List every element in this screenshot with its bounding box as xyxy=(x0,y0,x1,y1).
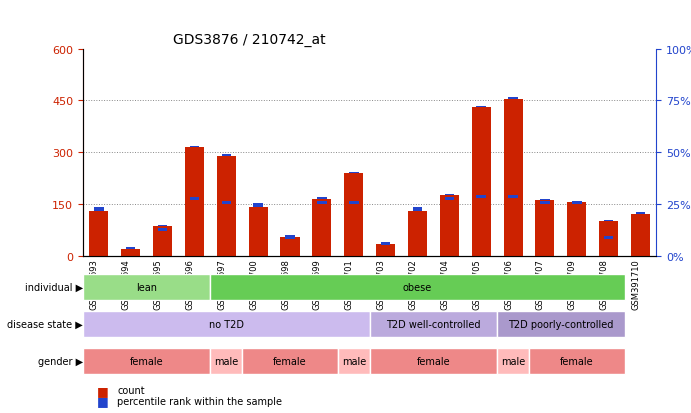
Bar xyxy=(636,212,645,215)
Bar xyxy=(439,196,459,256)
Bar xyxy=(317,202,327,204)
Bar xyxy=(504,100,522,256)
Text: female: female xyxy=(130,356,164,366)
Text: no T2D: no T2D xyxy=(209,319,244,329)
Bar xyxy=(254,206,263,208)
FancyBboxPatch shape xyxy=(243,349,338,374)
Bar xyxy=(317,198,327,199)
Text: female: female xyxy=(273,356,307,366)
Bar xyxy=(126,248,135,249)
Bar xyxy=(285,237,295,240)
Bar xyxy=(153,227,172,256)
Bar xyxy=(222,202,231,204)
Bar xyxy=(572,202,582,204)
Bar xyxy=(376,244,395,256)
Bar xyxy=(509,98,518,100)
Text: lean: lean xyxy=(136,282,157,292)
Bar xyxy=(604,237,614,240)
FancyBboxPatch shape xyxy=(529,349,625,374)
Bar xyxy=(381,243,390,244)
FancyBboxPatch shape xyxy=(83,274,210,300)
FancyBboxPatch shape xyxy=(370,349,497,374)
Text: T2D well-controlled: T2D well-controlled xyxy=(386,319,481,329)
Text: male: male xyxy=(341,356,366,366)
Text: obese: obese xyxy=(403,282,432,292)
Bar xyxy=(444,195,454,196)
Text: disease state ▶: disease state ▶ xyxy=(7,319,83,329)
Bar xyxy=(94,210,104,211)
FancyBboxPatch shape xyxy=(210,349,243,374)
FancyBboxPatch shape xyxy=(210,274,625,300)
Bar xyxy=(185,148,204,256)
Bar xyxy=(222,155,231,156)
Bar xyxy=(536,201,554,256)
Bar xyxy=(349,202,359,204)
Bar xyxy=(472,108,491,256)
Bar xyxy=(413,210,422,211)
Bar xyxy=(121,249,140,256)
Bar xyxy=(254,204,263,206)
FancyBboxPatch shape xyxy=(497,311,625,337)
Bar xyxy=(572,201,582,203)
Bar xyxy=(281,237,300,256)
Bar xyxy=(158,228,167,231)
Text: percentile rank within the sample: percentile rank within the sample xyxy=(117,396,283,406)
Bar xyxy=(94,208,104,211)
Bar xyxy=(476,107,486,108)
Text: GDS3876 / 210742_at: GDS3876 / 210742_at xyxy=(173,33,325,47)
Bar xyxy=(189,146,199,148)
Bar xyxy=(509,195,518,198)
Text: ■: ■ xyxy=(97,384,108,397)
Bar xyxy=(599,222,618,256)
Bar xyxy=(444,197,454,200)
Bar xyxy=(89,211,108,256)
Text: T2D poorly-controlled: T2D poorly-controlled xyxy=(508,319,614,329)
Text: gender ▶: gender ▶ xyxy=(38,356,83,366)
FancyBboxPatch shape xyxy=(338,349,370,374)
Text: male: male xyxy=(214,356,238,366)
Bar xyxy=(631,215,650,256)
Bar xyxy=(344,173,363,256)
Bar xyxy=(249,208,267,256)
Bar xyxy=(312,199,332,256)
FancyBboxPatch shape xyxy=(497,349,529,374)
Text: male: male xyxy=(501,356,525,366)
Text: ■: ■ xyxy=(97,394,108,407)
Bar xyxy=(476,195,486,198)
FancyBboxPatch shape xyxy=(370,311,497,337)
Bar xyxy=(285,236,295,237)
Text: female: female xyxy=(560,356,594,366)
Bar xyxy=(189,197,199,200)
Text: individual ▶: individual ▶ xyxy=(25,282,83,292)
Bar xyxy=(540,202,550,204)
FancyBboxPatch shape xyxy=(83,349,210,374)
Text: count: count xyxy=(117,385,145,395)
Bar xyxy=(413,208,422,211)
FancyBboxPatch shape xyxy=(83,311,370,337)
Bar xyxy=(349,172,359,173)
Bar xyxy=(217,156,236,256)
Bar xyxy=(636,214,645,215)
Text: female: female xyxy=(417,356,451,366)
Bar xyxy=(158,225,167,227)
Bar xyxy=(408,211,427,256)
Bar xyxy=(567,203,587,256)
Bar xyxy=(604,220,614,222)
Bar xyxy=(381,243,390,246)
Bar xyxy=(126,247,135,250)
Bar xyxy=(540,199,550,201)
